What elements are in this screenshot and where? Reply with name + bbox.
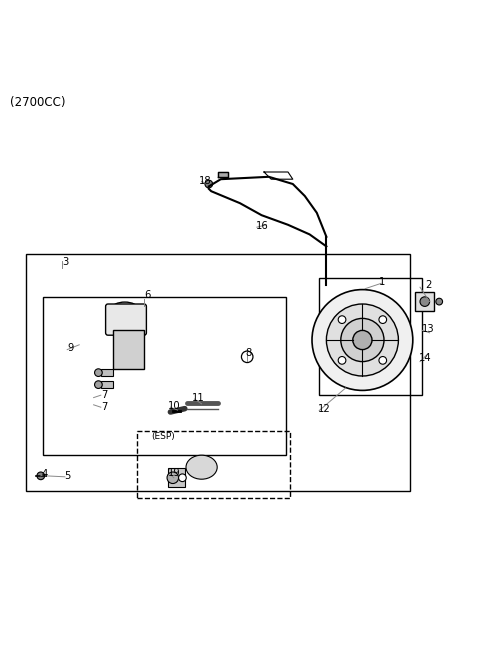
Text: 5: 5 [64,471,70,481]
Text: 19: 19 [168,468,181,478]
Circle shape [341,318,384,361]
Bar [113,331,144,369]
Circle shape [312,289,413,390]
Text: (2700CC): (2700CC) [10,96,65,109]
Bar [137,431,290,499]
Circle shape [326,304,398,376]
Bar [26,254,410,491]
Text: 1: 1 [379,277,385,287]
Text: 18: 18 [199,176,212,186]
FancyBboxPatch shape [106,304,146,335]
Text: 7: 7 [101,390,107,400]
Ellipse shape [111,302,138,316]
Circle shape [205,180,213,188]
Bar [168,468,185,487]
Ellipse shape [186,455,217,479]
Text: 4: 4 [42,470,48,480]
Circle shape [379,356,386,364]
Circle shape [167,472,179,483]
Bar [101,381,113,388]
Text: 11: 11 [192,392,205,403]
Text: 9: 9 [67,343,73,353]
Text: 16: 16 [256,221,269,232]
Bar [319,277,422,395]
Text: (ESP): (ESP) [151,432,175,440]
Text: 2: 2 [425,280,431,290]
Text: 3: 3 [62,256,69,267]
Circle shape [179,474,186,482]
Circle shape [95,369,102,377]
Text: 10: 10 [168,401,180,411]
Bar [101,369,113,376]
Circle shape [37,472,45,480]
Circle shape [379,316,386,323]
Circle shape [420,297,430,306]
Text: 12: 12 [318,403,331,414]
Polygon shape [218,172,228,177]
Circle shape [95,380,102,388]
Circle shape [338,356,346,364]
Bar [43,297,286,455]
Text: 14: 14 [419,353,432,363]
Circle shape [436,298,443,305]
Circle shape [338,316,346,323]
Circle shape [353,331,372,350]
Text: 7: 7 [101,402,107,412]
Text: 6: 6 [144,291,150,300]
Bar [415,292,434,311]
Text: 13: 13 [421,325,434,335]
Text: 8: 8 [246,348,252,358]
